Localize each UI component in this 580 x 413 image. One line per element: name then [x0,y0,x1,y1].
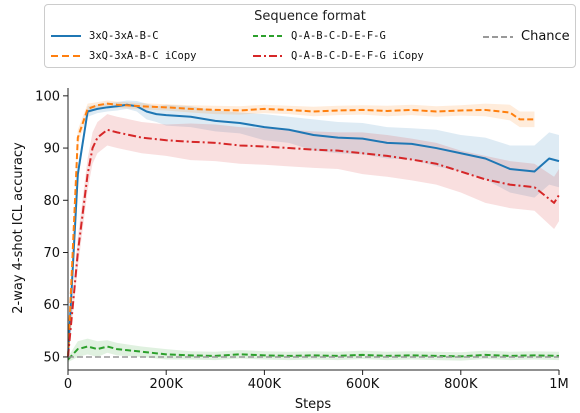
legend: Sequence format 3xQ-3xA-B-C 3xQ-3xA-B-C … [44,4,576,68]
x-tick-label: 400K [248,377,282,392]
x-axis-label: Steps [295,397,332,412]
legend-entry-series-2: 3xQ-3xA-B-C iCopy [51,50,196,62]
y-tick-label: 50 [43,350,60,365]
series-lines [67,102,560,361]
legend-swatch-series-2 [51,55,81,57]
x-tick-label: 0 [64,377,72,392]
x-ticks: 0 200K 400K 600K 800K 1M [64,370,569,392]
legend-swatch-series-3 [253,35,283,37]
legend-entry-series-3: Q-A-B-C-D-E-F-G [253,30,386,42]
band-series-3 [68,338,559,363]
x-tick-label: 800K [444,377,478,392]
legend-swatch-chance [483,35,513,38]
y-tick-label: 60 [43,298,60,313]
y-tick-label: 100 [35,89,60,104]
legend-label-series-1: 3xQ-3xA-B-C [89,30,159,42]
legend-entry-chance: Chance [483,29,570,44]
band-series-1 [68,100,559,360]
y-tick-label: 70 [43,246,60,261]
x-tick-label: 600K [346,377,380,392]
y-tick-label: 90 [43,142,60,157]
x-tick-label: 200K [150,377,184,392]
band-series-4 [68,114,559,360]
legend-swatch-series-1 [51,35,81,37]
legend-label-series-2: 3xQ-3xA-B-C iCopy [89,50,197,62]
y-tick-label: 80 [43,194,60,209]
y-axis-label: 2-way 4-shot ICL accuracy [11,142,26,314]
x-tick-label: 1M [549,377,569,392]
legend-entry-series-1: 3xQ-3xA-B-C [51,30,159,42]
legend-title: Sequence format [254,9,366,24]
line-series-1 [67,103,560,357]
axes [67,88,559,371]
line-series-4 [67,128,560,358]
legend-label-chance: Chance [521,29,570,44]
confidence-bands [68,100,559,363]
y-ticks: 50 60 70 80 90 100 [35,89,68,365]
legend-label-series-3: Q-A-B-C-D-E-F-G [291,30,386,42]
legend-swatch-series-4 [253,55,283,57]
legend-entry-series-4: Q-A-B-C-D-E-F-G iCopy [253,50,424,62]
legend-label-series-4: Q-A-B-C-D-E-F-G iCopy [291,50,424,62]
